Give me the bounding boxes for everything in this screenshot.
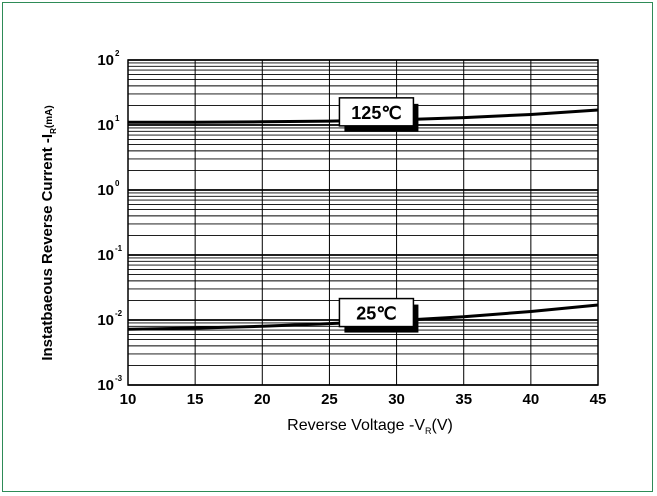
x-tick-label: 25 [321,391,338,408]
y-tick-exponent: -2 [115,309,123,318]
series-lines [127,108,599,331]
series-name: 125℃ [351,103,401,123]
x-tick-label: 10 [120,391,137,408]
series-name: 25℃ [356,304,396,324]
y-tick-exponent: 1 [115,114,120,123]
x-tick-label: 40 [523,391,540,408]
y-tick-label: 10 [97,312,114,329]
curve-label-0: 125℃ [338,97,419,132]
curve-labels: 125℃ 25℃ [338,97,419,333]
x-axis-label: Reverse Voltage -VR(V) [287,417,453,436]
y-tick-exponent: 2 [115,49,120,58]
y-tick-exponent: 0 [115,179,120,188]
label-box [338,297,415,328]
plot-area [127,59,599,386]
x-tick-label: 45 [590,391,607,408]
y-tick-label: 10 [97,52,114,69]
figure-frame [2,2,653,492]
x-tick-label: 20 [254,391,271,408]
x-tick-label: 15 [187,391,204,408]
curve-label-1: 25℃ [338,297,419,333]
y-tick-label: 10 [97,182,114,199]
x-tick-label: 30 [388,391,405,408]
y-tick-label: 10 [97,377,114,394]
y-tick-exponent: -1 [115,244,123,253]
y-tick-label: 10 [97,247,114,264]
y-tick-exponent: -3 [115,374,123,383]
y-tick-label: 10 [97,117,114,134]
x-tick-label: 35 [455,391,472,408]
y-axis-label: Instatbaeous Reverse Current -IR(mA) [39,105,58,360]
label-box [338,97,415,127]
x-tick-labels: 10 15 20 25 30 35 40 45 [120,391,607,408]
